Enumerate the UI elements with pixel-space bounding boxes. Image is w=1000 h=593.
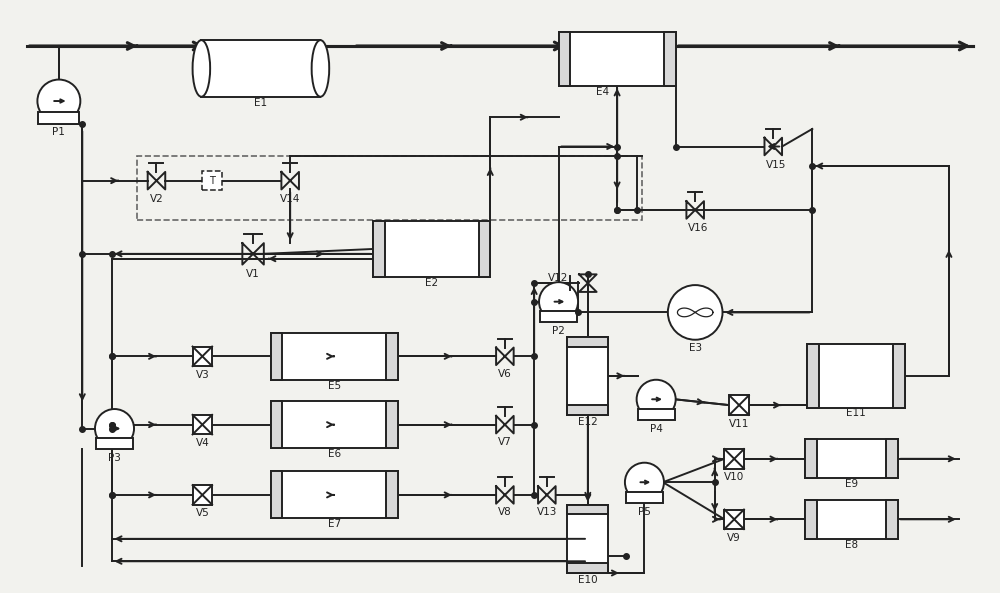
Circle shape bbox=[637, 380, 676, 419]
Bar bbox=[638, 409, 675, 420]
Bar bbox=[807, 344, 905, 407]
Bar bbox=[386, 333, 398, 380]
Bar bbox=[271, 333, 282, 380]
Bar bbox=[38, 111, 79, 123]
Bar bbox=[567, 563, 608, 573]
Text: V8: V8 bbox=[498, 508, 512, 518]
Text: V13: V13 bbox=[537, 508, 557, 518]
Text: E9: E9 bbox=[845, 479, 858, 489]
Bar bbox=[201, 40, 320, 97]
Ellipse shape bbox=[193, 40, 210, 97]
Ellipse shape bbox=[312, 40, 329, 97]
Bar bbox=[271, 333, 398, 380]
Bar bbox=[805, 439, 898, 479]
Text: V12: V12 bbox=[548, 273, 568, 283]
Bar bbox=[271, 401, 282, 448]
Text: E2: E2 bbox=[425, 278, 438, 288]
Text: V5: V5 bbox=[195, 508, 209, 518]
Bar bbox=[202, 171, 222, 190]
Bar bbox=[807, 344, 819, 407]
Circle shape bbox=[539, 282, 578, 321]
Text: T: T bbox=[209, 176, 215, 186]
Text: E6: E6 bbox=[328, 449, 341, 459]
Text: P1: P1 bbox=[52, 127, 65, 138]
Bar bbox=[724, 509, 744, 529]
Text: E4: E4 bbox=[596, 87, 609, 97]
Bar bbox=[540, 311, 577, 322]
Bar bbox=[567, 337, 608, 346]
Bar bbox=[567, 505, 608, 573]
Bar bbox=[664, 32, 676, 85]
Circle shape bbox=[668, 285, 723, 340]
Text: V2: V2 bbox=[150, 194, 163, 204]
Text: E11: E11 bbox=[846, 409, 866, 419]
Text: P4: P4 bbox=[650, 423, 663, 433]
Bar bbox=[805, 500, 898, 539]
Bar bbox=[386, 471, 398, 518]
Text: V10: V10 bbox=[724, 473, 744, 482]
Bar bbox=[724, 449, 744, 468]
Bar bbox=[193, 485, 212, 505]
Bar bbox=[886, 500, 898, 539]
Text: E5: E5 bbox=[328, 381, 341, 391]
Bar bbox=[559, 32, 676, 85]
Bar bbox=[271, 401, 398, 448]
Bar bbox=[373, 221, 490, 278]
Bar bbox=[479, 221, 490, 278]
Bar bbox=[567, 505, 608, 515]
Text: P3: P3 bbox=[108, 453, 121, 463]
Bar bbox=[193, 415, 212, 435]
Text: V6: V6 bbox=[498, 369, 512, 379]
Bar bbox=[805, 439, 817, 479]
Text: V11: V11 bbox=[729, 419, 749, 429]
Text: E7: E7 bbox=[328, 519, 341, 529]
Text: V16: V16 bbox=[688, 224, 708, 234]
Bar bbox=[567, 337, 608, 415]
Text: V1: V1 bbox=[246, 269, 260, 279]
Text: V15: V15 bbox=[766, 160, 786, 170]
Text: E1: E1 bbox=[254, 98, 267, 107]
Bar bbox=[559, 32, 570, 85]
Circle shape bbox=[95, 409, 134, 448]
Bar bbox=[626, 492, 663, 503]
Circle shape bbox=[625, 463, 664, 502]
Bar bbox=[373, 221, 385, 278]
Text: V4: V4 bbox=[195, 438, 209, 448]
Bar bbox=[271, 471, 398, 518]
Bar bbox=[729, 396, 749, 415]
Text: V9: V9 bbox=[727, 533, 741, 543]
Text: V14: V14 bbox=[280, 194, 300, 204]
Bar bbox=[893, 344, 905, 407]
Text: E3: E3 bbox=[689, 343, 702, 353]
Bar bbox=[271, 471, 282, 518]
Text: P5: P5 bbox=[638, 506, 651, 517]
Bar bbox=[805, 500, 817, 539]
Bar bbox=[96, 438, 133, 449]
Text: V7: V7 bbox=[498, 437, 512, 447]
Text: E10: E10 bbox=[578, 575, 598, 585]
Text: E12: E12 bbox=[578, 417, 598, 427]
Text: P2: P2 bbox=[552, 326, 565, 336]
Text: V3: V3 bbox=[195, 370, 209, 380]
Circle shape bbox=[37, 79, 80, 123]
Text: E8: E8 bbox=[845, 540, 858, 550]
Bar bbox=[886, 439, 898, 479]
Bar bbox=[386, 401, 398, 448]
Bar bbox=[567, 405, 608, 415]
Bar bbox=[193, 346, 212, 366]
Bar bbox=[137, 157, 642, 219]
